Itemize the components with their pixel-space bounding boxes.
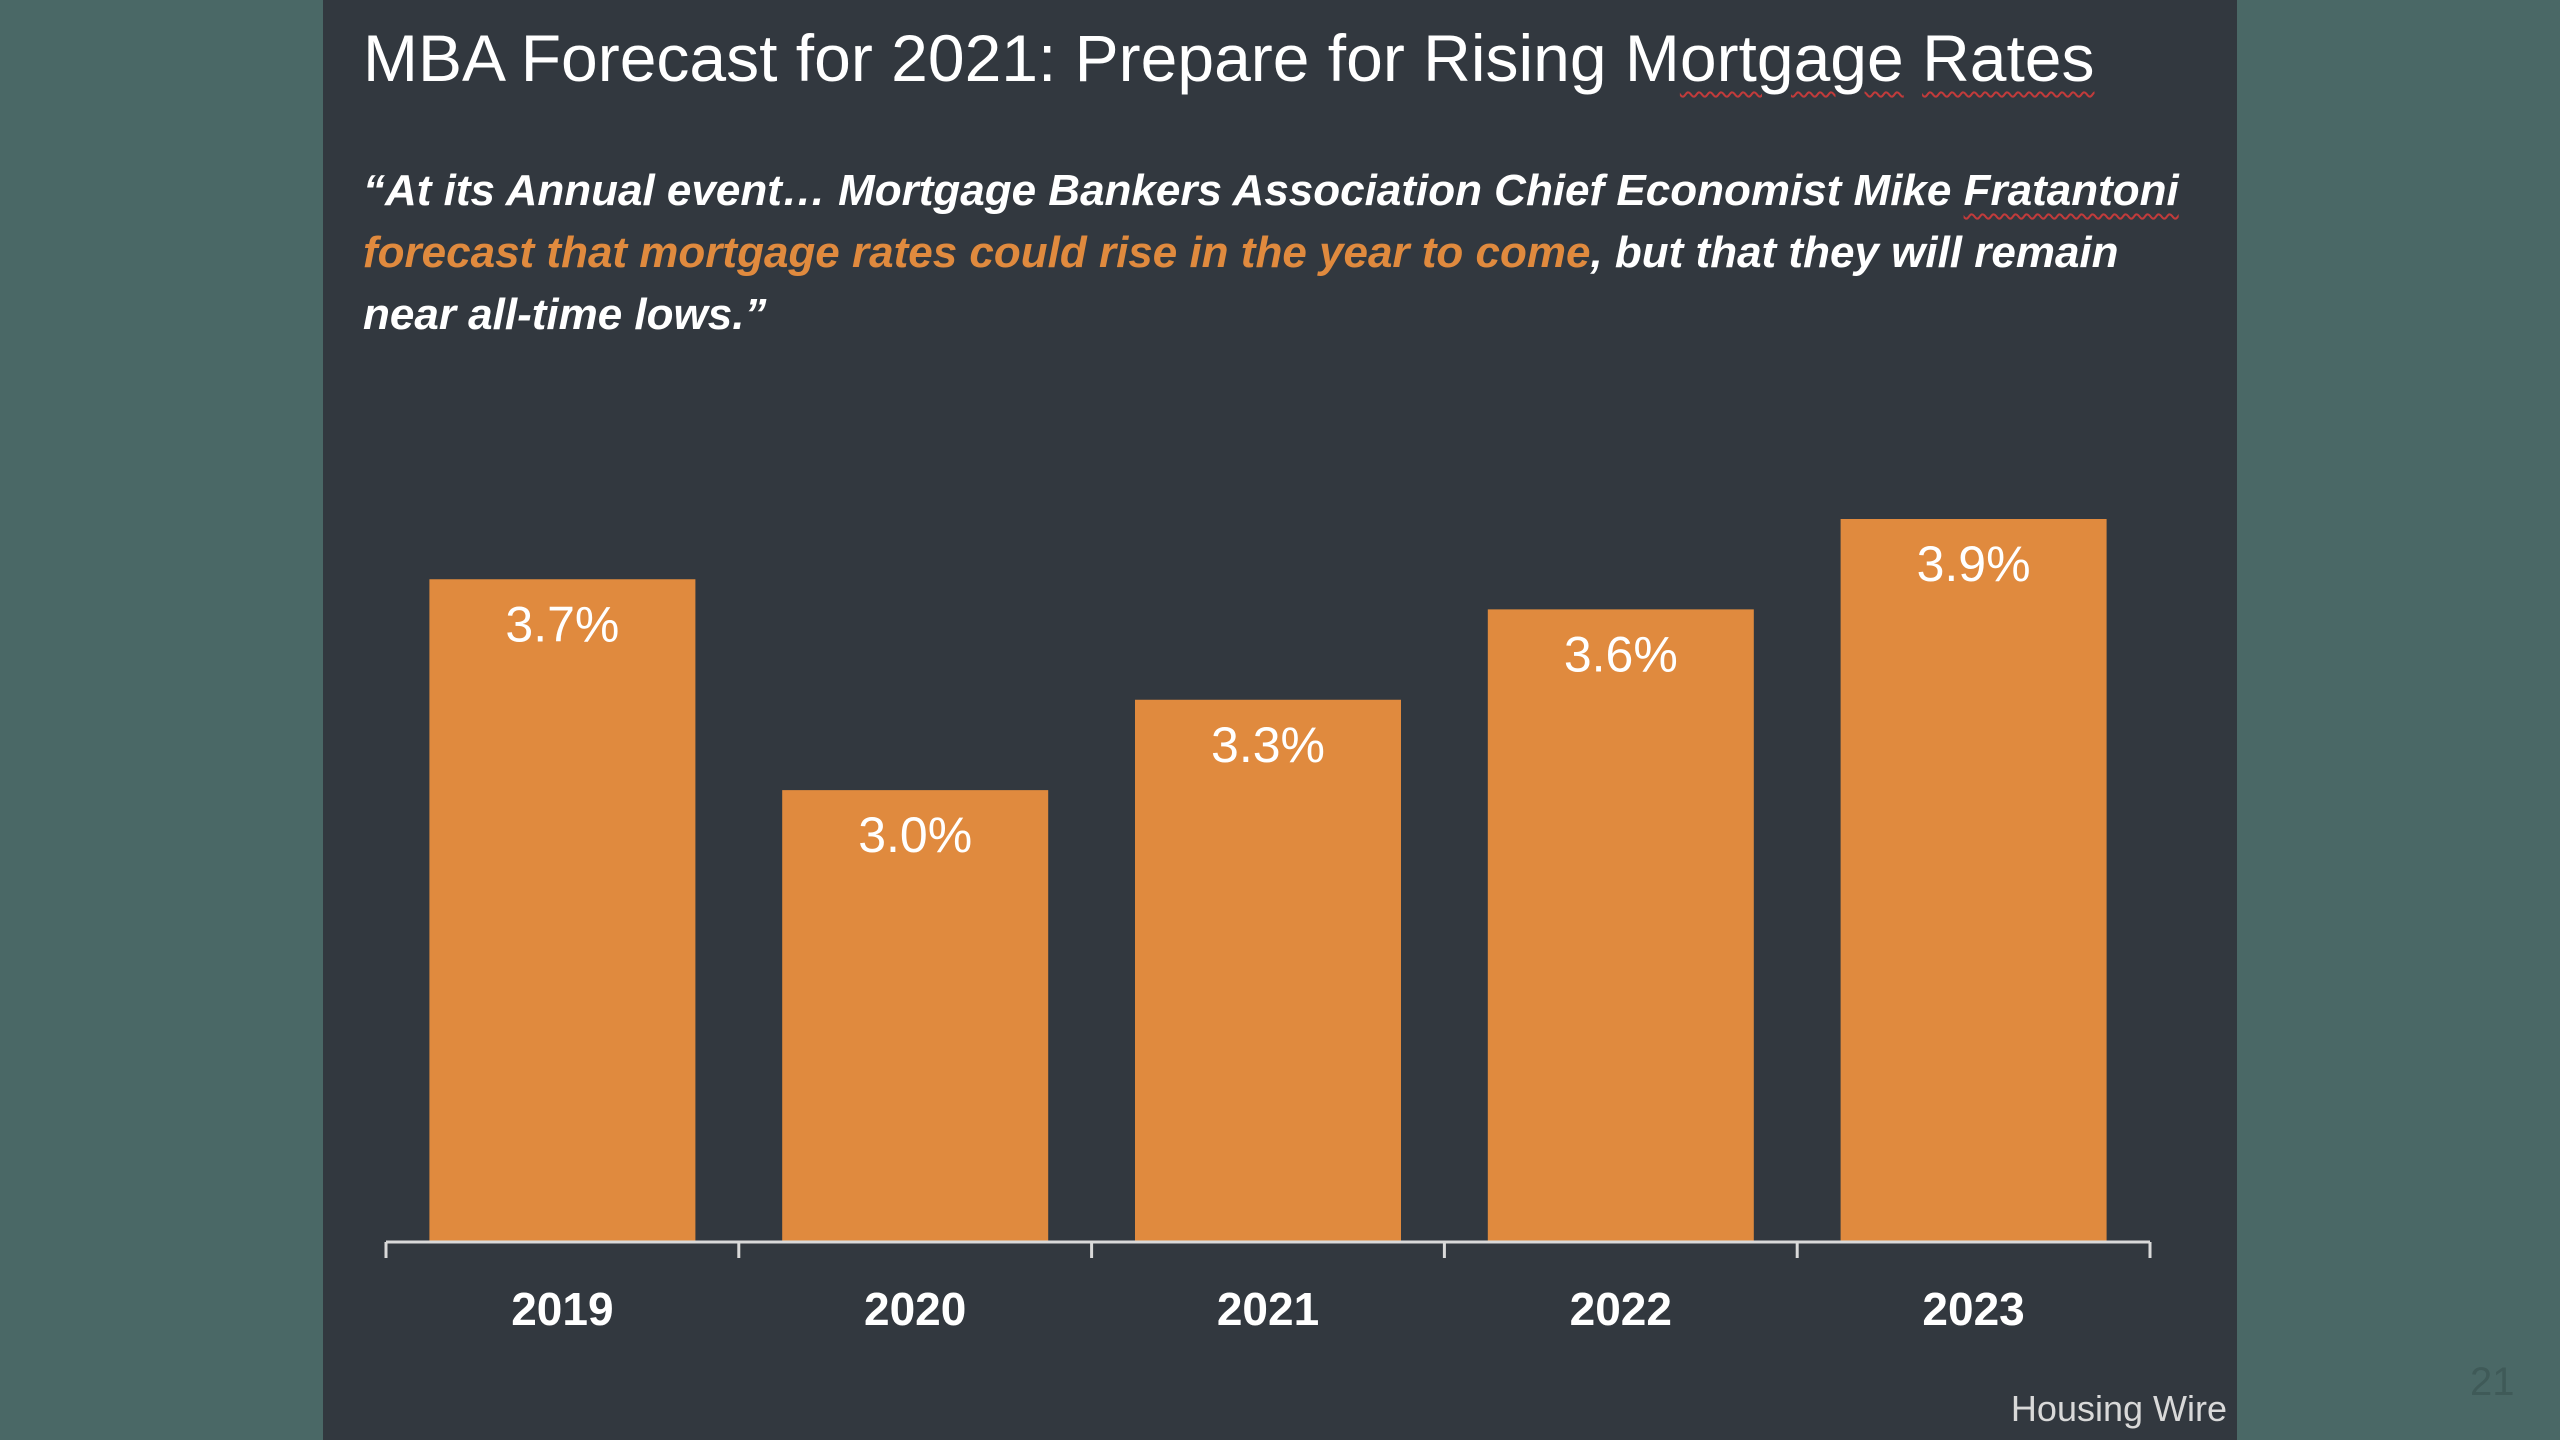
slide-title: MBA Forecast for 2021: Prepare for Risin…	[363, 20, 2095, 96]
quote-highlight: forecast that mortgage rates could rise …	[363, 228, 1591, 277]
bar-2019	[429, 579, 696, 1242]
bar-2020	[782, 790, 1049, 1242]
bar-2021	[1135, 699, 1401, 1242]
bar-2023	[1840, 519, 2107, 1242]
x-tick-label-2023: 2023	[1922, 1283, 2024, 1335]
x-tick-label-2021: 2021	[1217, 1283, 1319, 1335]
x-tick-label-2019: 2019	[511, 1283, 613, 1335]
data-label-2019: 3.7%	[505, 596, 619, 652]
source-label: Housing Wire	[2010, 1388, 2227, 1429]
title-text: MBA Forecast for 2021: Prepare for Risin…	[363, 21, 1680, 95]
page-number: 21	[2470, 1360, 2515, 1404]
data-label-2022: 3.6%	[1564, 626, 1678, 682]
data-label-2020: 3.0%	[858, 807, 972, 863]
x-tick-label-2022: 2022	[1570, 1283, 1672, 1335]
x-tick-label-2020: 2020	[864, 1283, 966, 1335]
quote-text: “At its Annual event… Mortgage Bankers A…	[363, 166, 2179, 339]
bar-2022	[1487, 609, 1754, 1242]
data-label-2021: 3.3%	[1211, 717, 1325, 773]
data-label-2023: 3.9%	[1917, 536, 2031, 592]
title-spellcheck-word-2: Rates	[1922, 21, 2095, 95]
title-spellcheck-word: ortgage	[1679, 21, 1904, 95]
quote-name: Fratantoni	[1963, 166, 2179, 215]
